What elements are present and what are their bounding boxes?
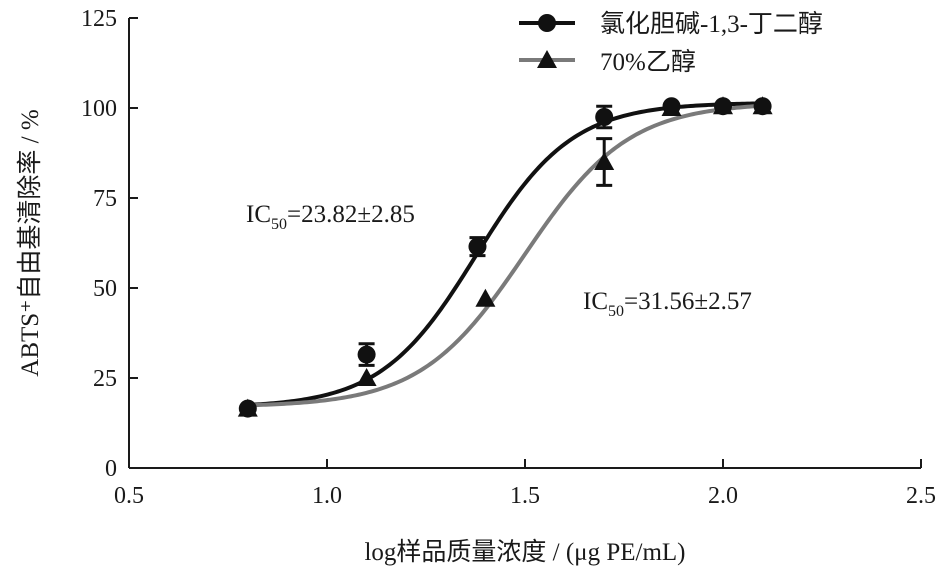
annotation-2-prefix: IC — [583, 288, 608, 315]
annotation-1-value: =23.82±2.85 — [287, 201, 415, 228]
legend-label-series-1: 氯化胆碱-1,3-丁二醇 — [600, 10, 823, 38]
data-point-series-1 — [662, 97, 681, 116]
annotation-ic50-series-1: IC50=23.82±2.85 — [246, 201, 415, 233]
data-point-series-1 — [753, 97, 772, 116]
x-tick-label: 0.5 — [114, 483, 144, 509]
data-point-series-2 — [356, 368, 377, 386]
annotation-2-value: =31.56±2.57 — [624, 288, 752, 315]
markers — [237, 96, 773, 418]
legend-marker-circle-icon — [538, 14, 556, 32]
annotation-1-prefix: IC — [246, 201, 271, 228]
legend-label-series-2: 70%乙醇 — [600, 48, 696, 76]
y-tick-label: 50 — [93, 276, 117, 302]
data-point-series-2 — [475, 288, 496, 307]
legend-item-series-2: 70%乙醇 — [519, 48, 696, 76]
annotation-1-subscript: 50 — [271, 216, 287, 233]
ticks: 0.5 1.0 1.5 2.0 2.5 0 25 50 75 100 125 — [81, 6, 936, 509]
data-point-series-1 — [595, 108, 614, 126]
y-tick-label: 100 — [81, 96, 117, 122]
x-tick-label: 1.0 — [312, 483, 342, 509]
annotation-2-subscript: 50 — [608, 303, 624, 320]
x-axis-title: log样品质量浓度 / (μg PE/mL) — [364, 538, 685, 566]
y-axis-title: ABTS⁺自由基清除率 / % — [16, 109, 44, 376]
data-point-series-1 — [357, 345, 376, 364]
data-point-series-1 — [238, 399, 257, 418]
fit-curve-series-2 — [247, 103, 763, 408]
data-point-series-2 — [594, 152, 615, 170]
y-tick-label: 0 — [105, 456, 117, 482]
fit-curves — [247, 101, 763, 408]
data-point-series-1 — [468, 237, 487, 256]
legend-item-series-1: 氯化胆碱-1,3-丁二醇 — [519, 10, 823, 38]
data-point-series-1 — [714, 97, 732, 116]
error-bars — [358, 104, 613, 367]
y-tick-label: 125 — [81, 6, 117, 32]
fit-curve-series-1 — [247, 101, 763, 407]
annotation-ic50-series-2: IC50=31.56±2.57 — [583, 288, 752, 320]
x-tick-label: 2.0 — [708, 483, 738, 509]
y-tick-label: 25 — [93, 366, 117, 392]
legend-marker-triangle-icon — [537, 50, 557, 68]
x-tick-label: 1.5 — [510, 483, 540, 509]
legend: 氯化胆碱-1,3-丁二醇 70%乙醇 — [519, 10, 823, 76]
y-tick-label: 75 — [93, 186, 117, 212]
x-tick-label: 2.5 — [906, 483, 936, 509]
